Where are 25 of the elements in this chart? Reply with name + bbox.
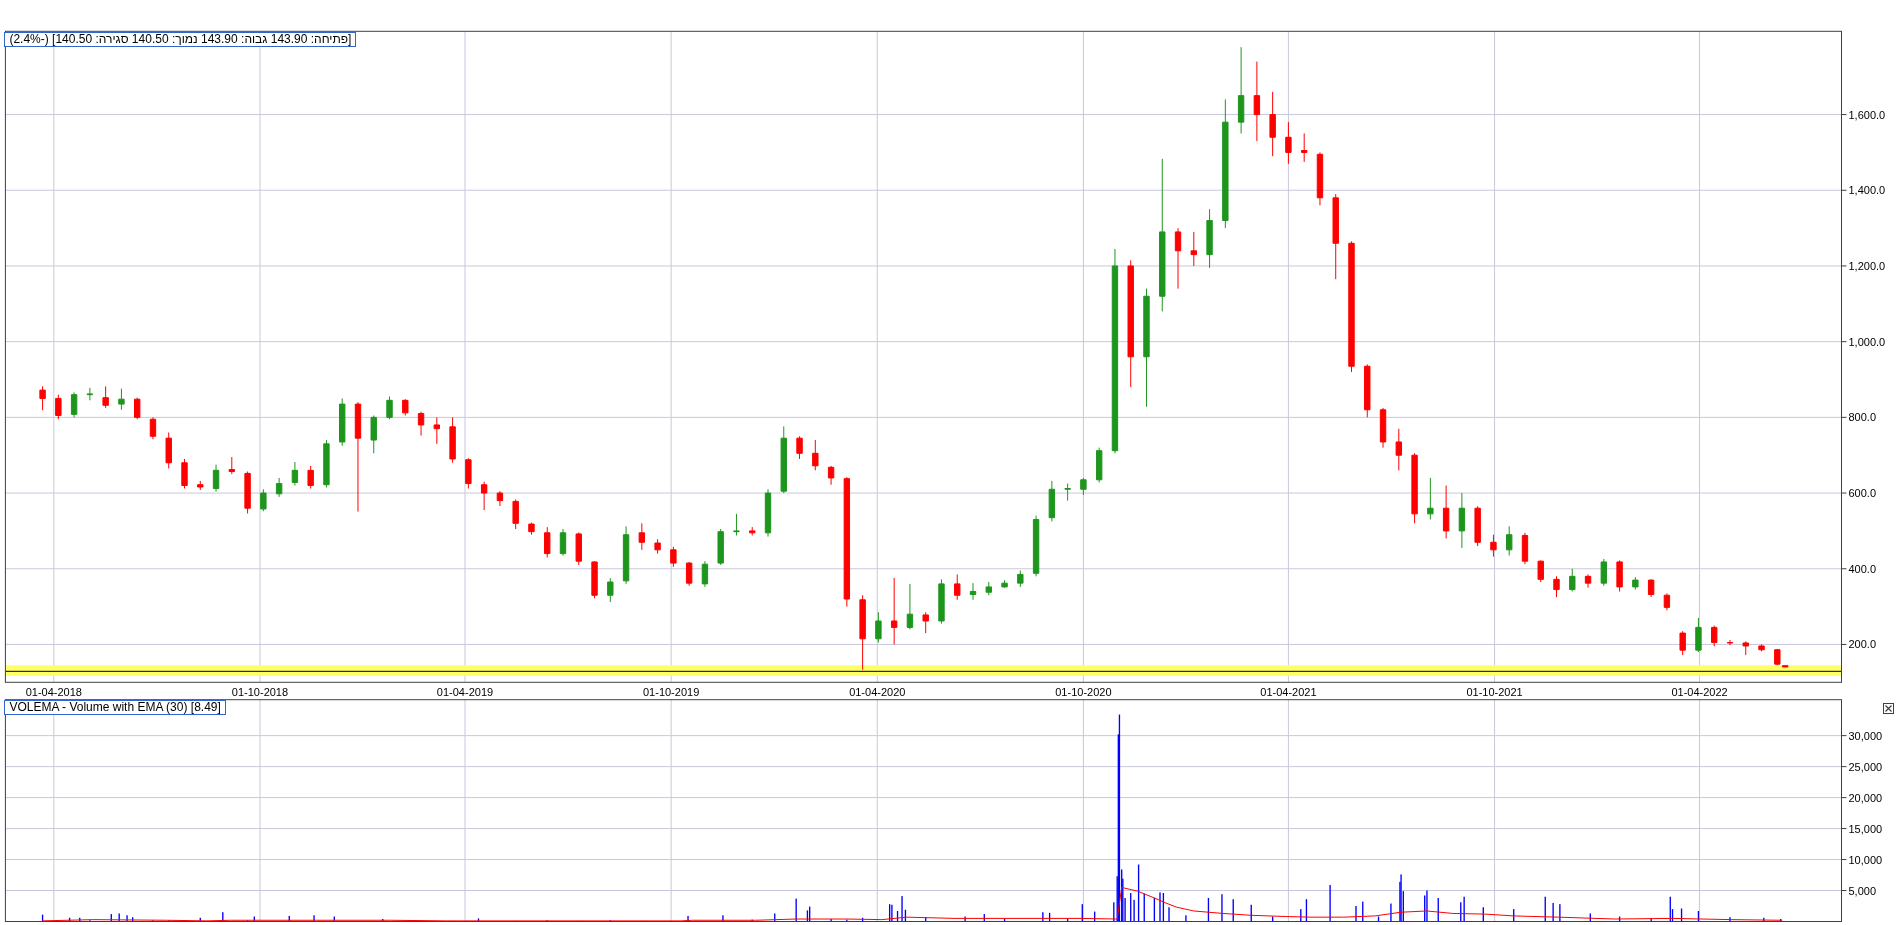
x-tick-label: 01-04-2021 [1260, 686, 1317, 699]
y-tick-label: 1,200.0 [1848, 259, 1886, 272]
y-tick-label: 20,000 [1848, 791, 1883, 804]
x-tick-label: 01-10-2019 [642, 686, 700, 699]
y-tick-label: 1,600.0 [1848, 108, 1886, 121]
y-tick-label: 200.0 [1848, 638, 1877, 651]
y-tick-label: 400.0 [1848, 562, 1877, 575]
y-tick-label: 1,000.0 [1848, 335, 1886, 348]
chart-title: [פתיחה: 143.90 גבוה: 143.90 נמוך: 140.50 סגירה: 140.50] (-2.4%) [4, 32, 357, 47]
y-tick-label: 10,000 [1848, 853, 1883, 866]
x-tick-label: 01-10-2021 [1466, 686, 1523, 699]
y-tick-label: 15,000 [1848, 822, 1883, 835]
y-tick-label: 30,000 [1848, 729, 1883, 742]
x-tick-label: 01-04-2019 [436, 686, 494, 699]
x-tick-label: 01-10-2020 [1055, 686, 1112, 699]
x-tick-label: 01-04-2020 [849, 686, 906, 699]
x-tick-label: 01-04-2022 [1671, 686, 1728, 699]
y-tick-label: 5,000 [1848, 884, 1877, 897]
x-tick-label: 01-04-2018 [25, 686, 82, 699]
y-tick-label: 1,400.0 [1848, 184, 1886, 197]
y-tick-label: 600.0 [1848, 487, 1877, 500]
x-tick-label: 01-10-2018 [231, 686, 289, 699]
y-tick-label: 800.0 [1848, 411, 1877, 424]
y-tick-label: 25,000 [1848, 760, 1883, 773]
chart-title: VOLEMA - Volume with EMA (30) [8.49] [4, 700, 226, 716]
